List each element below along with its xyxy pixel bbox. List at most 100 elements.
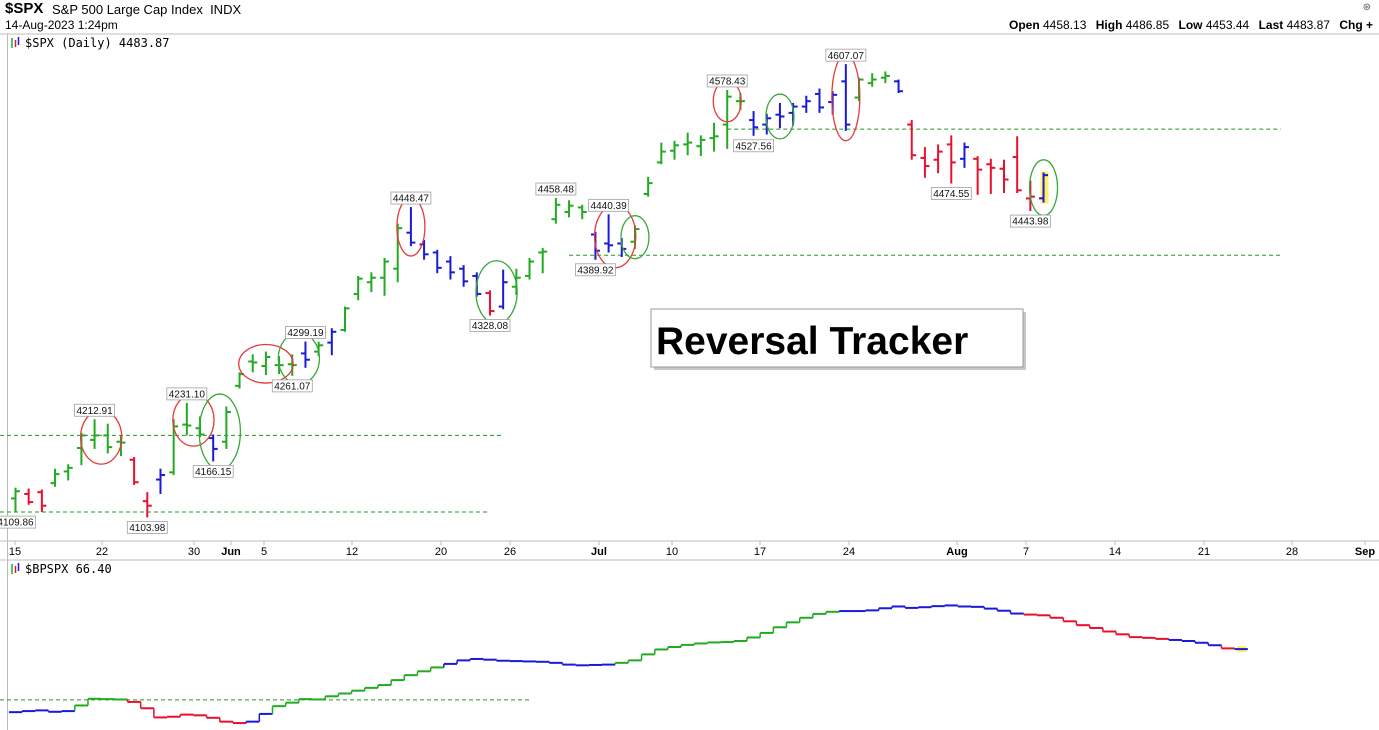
high-label: High	[1095, 18, 1123, 32]
ohlc-bar	[683, 132, 693, 156]
ohlc-bar	[577, 204, 587, 220]
ohlc-bar	[182, 402, 192, 436]
ohlc-readout: Open 4458.13 High 4486.85 Low 4453.44 La…	[1009, 18, 1373, 32]
price-label-text: 4299.19	[287, 328, 324, 339]
ohlc-bar	[801, 95, 811, 113]
ohlc-bar	[525, 257, 535, 280]
settings-icon[interactable]: ⊛	[1362, 2, 1371, 13]
price-label: 4448.47	[390, 191, 432, 205]
index-name: S&P 500 Large Cap Index INDX	[52, 2, 241, 17]
x-tick-label: 26	[504, 546, 516, 558]
price-label: 4103.98	[126, 521, 168, 534]
last-label: Last	[1258, 18, 1284, 32]
price-label-box	[575, 263, 616, 277]
ohlc-bar	[999, 159, 1009, 194]
x-tick-label: 24	[843, 546, 855, 558]
ohlc-bar	[907, 120, 917, 160]
price-labels: 4109.86 4212.91 4103.98 4231.10 4166.15 4299.…	[0, 48, 1051, 534]
ohlc-bar	[867, 73, 877, 87]
exchange-code: INDX	[210, 2, 242, 17]
ohlc-bar	[749, 111, 759, 136]
ohlc-bar	[959, 142, 969, 168]
ohlc-bar	[406, 207, 416, 247]
low-value: 4453.44	[1205, 18, 1250, 32]
price-label: 4109.86	[0, 515, 36, 529]
x-tick-label: 15	[9, 546, 21, 558]
price-label-text: 4166.15	[195, 467, 232, 478]
ohlc-bar	[920, 147, 930, 178]
ohlc-bar	[50, 468, 60, 487]
x-tick-label: 14	[1109, 546, 1121, 558]
ohlc-bar	[221, 406, 231, 449]
price-label-box	[271, 379, 313, 393]
price-label: 4458.48	[535, 182, 577, 196]
breadth-line	[0, 604, 1248, 725]
price-label: 4607.07	[825, 48, 867, 62]
ohlc-bar	[894, 79, 904, 94]
price-bars-icon	[11, 37, 20, 48]
price-label-text: 4389.92	[577, 265, 614, 276]
x-tick-label: 22	[96, 546, 108, 558]
low-label: Low	[1178, 18, 1203, 32]
price-label-box	[706, 74, 748, 88]
price-label-text: 4474.55	[933, 189, 970, 200]
x-tick-label: Jul	[591, 546, 607, 558]
price-label: 4443.98	[1009, 214, 1051, 228]
price-label-box	[469, 319, 511, 332]
price-label: 4212.91	[74, 403, 115, 417]
price-panel-label: $SPX (Daily) 4483.87	[25, 36, 170, 50]
reversal-circle-green	[475, 260, 518, 325]
ohlc-bar	[445, 256, 455, 280]
ohlc-bar	[155, 468, 165, 494]
ohlc-bar	[814, 88, 824, 113]
ohlc-bar	[63, 464, 73, 481]
ohlc-bar	[538, 248, 548, 274]
price-label-box	[74, 403, 115, 417]
reversal-circle-green	[198, 393, 242, 471]
price-bars	[11, 64, 1049, 518]
price-label-box	[1009, 214, 1051, 228]
chart-header: $SPX S&P 500 Large Cap Index INDX 14-Aug…	[0, 0, 1379, 34]
price-label-box	[166, 387, 208, 401]
price-label-box	[825, 48, 867, 62]
ohlc-bar	[485, 290, 495, 316]
price-label: 4389.92	[575, 263, 616, 277]
open-value: 4458.13	[1043, 18, 1087, 32]
ohlc-bar	[551, 198, 561, 224]
x-tick-label: 17	[754, 546, 766, 558]
panel-frames	[0, 33, 1379, 730]
price-label-text: 4109.86	[0, 518, 34, 529]
ohlc-bar	[604, 214, 614, 253]
timestamp: 14-Aug-2023 1:24pm	[5, 18, 118, 32]
price-label-box	[0, 515, 36, 529]
price-label-text: 4103.98	[129, 523, 166, 534]
x-tick-label: 30	[188, 546, 200, 558]
symbol: $SPX	[5, 0, 44, 17]
ohlc-bar	[353, 275, 363, 301]
price-label: 4578.43	[706, 74, 748, 88]
x-tick-label: Aug	[946, 546, 967, 558]
price-label-box	[535, 182, 577, 196]
ohlc-bar	[775, 102, 785, 129]
ohlc-bar	[880, 71, 890, 84]
ohlc-bar	[24, 488, 34, 505]
reversal-circle-red	[79, 409, 123, 465]
ohlc-bar	[986, 158, 996, 194]
ohlc-bar	[103, 423, 113, 454]
price-label-box	[285, 326, 326, 339]
reversal-circle-red	[593, 204, 637, 269]
price-label-box	[126, 521, 168, 534]
ohlc-bar	[129, 457, 139, 485]
price-label-text: 4607.07	[828, 51, 865, 62]
ohlc-bar	[37, 489, 47, 512]
ohlc-bar	[1039, 171, 1049, 204]
index-name-text: S&P 500 Large Cap Index	[52, 2, 203, 17]
change-label: Chg +	[1339, 18, 1373, 32]
ohlc-bar	[327, 328, 337, 356]
price-label-text: 4212.91	[77, 406, 114, 417]
price-label: 4299.19	[285, 326, 326, 339]
ohlc-bar	[564, 200, 574, 218]
price-label-text: 4261.07	[274, 381, 311, 392]
ohlc-bar	[261, 351, 271, 376]
